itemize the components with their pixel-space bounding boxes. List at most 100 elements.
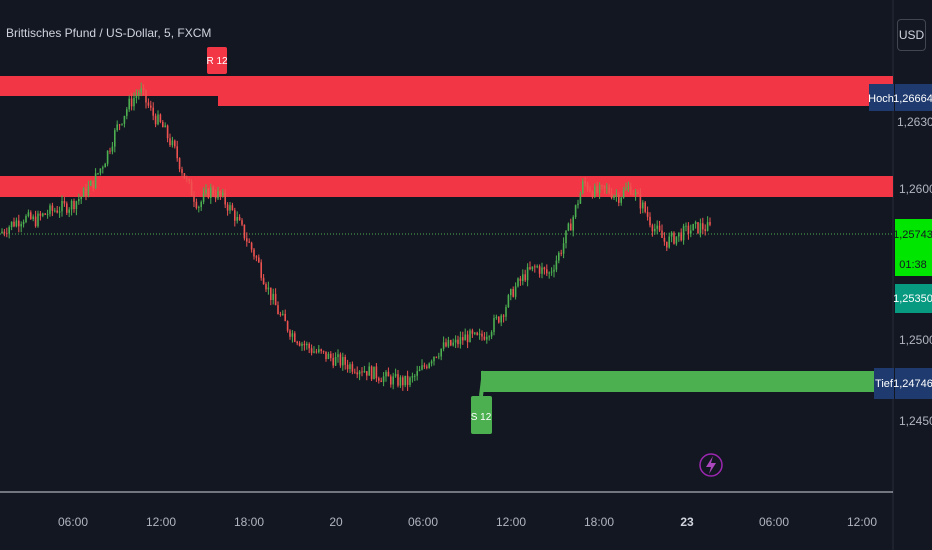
candle-body [80, 196, 82, 200]
time-axis-label: 18:00 [234, 515, 264, 529]
candle-body [589, 189, 591, 192]
candle-body [186, 178, 188, 180]
candle-body [435, 356, 438, 358]
candle-body [646, 211, 649, 217]
candle-body [262, 277, 265, 285]
candle-body [190, 181, 193, 196]
candle-body [373, 366, 375, 380]
candle-body [699, 223, 702, 234]
candle-body [166, 125, 169, 139]
candle-body [178, 158, 181, 170]
candle-body [291, 333, 294, 337]
candle-body [320, 349, 322, 351]
candle-body [618, 194, 620, 203]
candle-body [236, 217, 238, 221]
candle-body [15, 220, 18, 227]
candle-body [478, 333, 481, 335]
candle-body [87, 185, 90, 196]
candle-body [438, 356, 440, 358]
candle-body [274, 293, 277, 306]
candle-body [627, 186, 630, 189]
candle-body [3, 231, 6, 234]
candle-body [459, 337, 462, 345]
candle-body [250, 242, 253, 250]
candle-body [298, 343, 301, 346]
candle-body [183, 173, 186, 179]
candle-body [529, 267, 531, 270]
candle-body [548, 272, 550, 274]
candle-body [414, 375, 416, 377]
candle-body [18, 220, 20, 227]
support-zone-stem [479, 370, 486, 397]
candle-body [534, 266, 536, 268]
low-tag-badge [874, 368, 894, 399]
candle-body [339, 354, 342, 366]
candle-body [42, 213, 44, 216]
low-value-badge [895, 368, 932, 399]
candle-body [500, 315, 502, 323]
candle-body [394, 374, 397, 377]
candle-body [207, 189, 210, 198]
candle-body [34, 216, 37, 227]
candle-body [289, 330, 291, 337]
candle-body [92, 180, 94, 189]
time-axis-label: 06:00 [759, 515, 789, 529]
candle-body [555, 260, 558, 270]
candle-body [214, 195, 217, 199]
candle-body [260, 262, 262, 278]
candle-body [32, 216, 34, 220]
candle-body [279, 314, 282, 315]
candle-body [524, 274, 526, 281]
candle-body [380, 380, 382, 382]
high-tag-label: Hoch [868, 93, 894, 105]
candle-body [90, 180, 92, 186]
candle-body [702, 223, 704, 230]
candle-body [610, 193, 613, 198]
lightning-icon[interactable] [699, 453, 723, 477]
candle-body [8, 227, 10, 234]
candle-body [531, 266, 534, 270]
candle-body [654, 228, 656, 232]
candle-body [6, 233, 8, 234]
candle-body [615, 194, 618, 196]
candle-body [114, 130, 116, 147]
candle-body [49, 205, 51, 214]
high-tag-badge [869, 84, 894, 111]
candle-body [572, 217, 574, 231]
candle-body [471, 330, 474, 334]
candle-body [606, 187, 608, 189]
candle-body [157, 114, 159, 125]
candle-body [267, 287, 270, 290]
currency-button[interactable]: USD [897, 19, 926, 51]
candle-body [486, 336, 488, 340]
symbol-title[interactable]: Brittisches Pfund / US-Dollar, 5, FXCM [6, 26, 212, 40]
candle-body [238, 217, 241, 221]
price-scale-label: 1,25000 [899, 333, 932, 347]
candle-body [387, 371, 390, 377]
candle-body [385, 371, 387, 377]
candle-body [145, 90, 147, 103]
candle-body [258, 257, 260, 263]
candle-body [505, 307, 507, 317]
candle-body [176, 146, 178, 159]
candle-body [517, 278, 519, 287]
candle-body [663, 237, 666, 242]
candle-body [613, 195, 615, 198]
candle-body [63, 201, 66, 204]
candle-body [375, 366, 378, 379]
candle-body [70, 200, 73, 210]
candle-body [409, 377, 411, 385]
candle-body [222, 192, 224, 196]
candle-body [543, 267, 546, 270]
time-axis-label: 12:00 [146, 515, 176, 529]
candle-body [457, 339, 459, 345]
candle-body [668, 236, 670, 248]
candle-body [536, 266, 538, 268]
candle-body [66, 203, 68, 213]
candle-body [147, 102, 150, 106]
candle-body [704, 229, 706, 231]
candle-body [133, 97, 135, 107]
candle-body [550, 271, 553, 273]
candle-body [577, 203, 579, 206]
